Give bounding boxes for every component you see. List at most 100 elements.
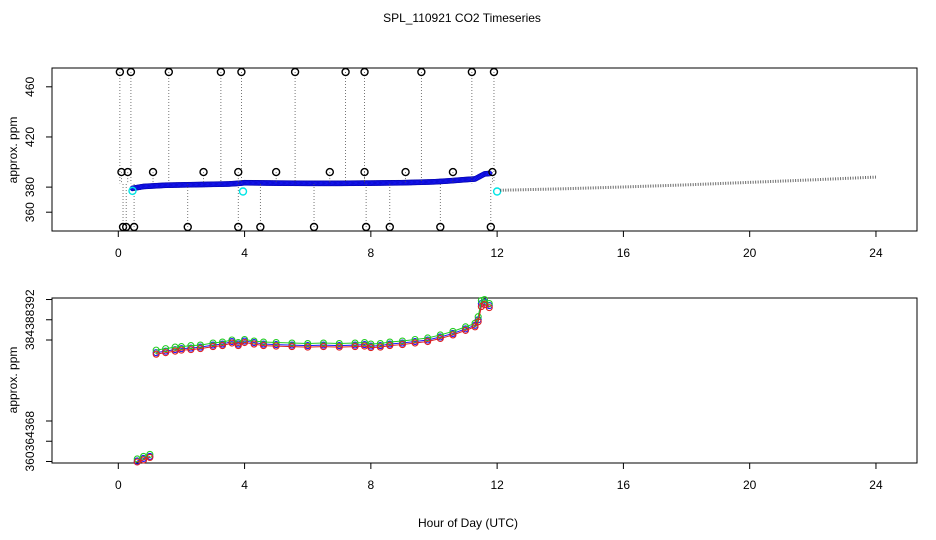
top-outlier-low-point [121, 222, 131, 232]
top-outlier-low-point [129, 222, 139, 232]
bottom-lower-point [424, 337, 432, 346]
bottom-upper-point [288, 339, 296, 347]
bottom-plot-frame [51, 297, 918, 464]
bottom-y-tick-label: 360 [23, 451, 37, 471]
bottom-plot-marks [133, 295, 493, 466]
bottom-x-tick-label: 0 [115, 478, 122, 492]
top-outlier-high-point [341, 67, 350, 77]
top-y-tick-label: 360 [23, 202, 37, 222]
top-outlier-high-point [417, 67, 426, 77]
bottom-upper-point [386, 338, 394, 346]
bottom-upper-point [187, 342, 195, 350]
top-outlier-high-point [290, 67, 300, 77]
top-outlier-high-point [115, 67, 125, 77]
bottom-upper-point [335, 340, 343, 348]
bottom-lower-point [398, 341, 406, 349]
bottom-x-tick-label: 4 [241, 478, 248, 492]
bottom-upper-point [485, 300, 493, 308]
bottom-lower-point [133, 458, 141, 466]
bottom-upper-point [449, 327, 457, 335]
bottom-upper-point [272, 338, 280, 347]
top-outlier-mid-point [448, 167, 458, 177]
bottom-lower-point [187, 346, 195, 354]
top-mean-point [492, 187, 502, 196]
bottom-y-tick-label: 388 [23, 309, 37, 329]
bottom-upper-point [162, 345, 170, 353]
bottom-lower-point [471, 323, 479, 331]
top-outlier-mid-point [325, 167, 335, 177]
top-drift-line [500, 175, 877, 192]
top-y-axis-label: approx. ppm [6, 117, 20, 184]
bottom-upper-point [209, 339, 217, 347]
bottom-lower-point [351, 343, 359, 351]
bottom-upper-point [376, 340, 384, 348]
bottom-upper-point [152, 346, 160, 354]
top-outlier-high-point [237, 67, 246, 77]
bottom-upper-point [367, 340, 375, 348]
top-outlier-low-point [256, 222, 265, 232]
top-outlier-low-point [486, 222, 496, 232]
top-outlier-low-point [385, 222, 394, 232]
bottom-lower-point [386, 342, 394, 350]
top-series-outlier-high [115, 67, 499, 184]
bottom-upper-point [424, 334, 432, 342]
top-mean-point [238, 187, 248, 196]
bottom-y-axis-label: approx. ppm [6, 347, 20, 414]
bottom-upper-point [304, 340, 312, 348]
bottom-main-line [156, 301, 490, 354]
top-x-axis: 0 4 8 12 16 20 24 [115, 231, 883, 260]
top-outlier-high-point [489, 67, 499, 77]
bottom-y-tick-label: 368 [23, 411, 37, 431]
bottom-upper-point [218, 338, 227, 346]
top-outlier-low-point [234, 222, 243, 232]
bottom-upper-point [146, 450, 154, 458]
bottom-y-tick-label: 364 [23, 431, 37, 451]
bottom-upper-line [156, 298, 490, 351]
bottom-upper-point [259, 338, 268, 346]
bottom-lower-point [474, 318, 482, 326]
top-outlier-high-point [126, 67, 136, 77]
top-outlier-high-point [360, 67, 369, 77]
bottom-lower-point [177, 346, 185, 354]
bottom-lower-point [319, 343, 328, 351]
bottom-lower-point [462, 326, 470, 334]
top-outlier-low-point [183, 222, 192, 232]
bottom-upper-point [480, 295, 489, 304]
top-outlier-mid-point [199, 167, 208, 177]
top-y-axis: 360 380 420 460 [23, 76, 52, 222]
top-series-drift [500, 175, 877, 192]
bottom-upper-point [360, 338, 369, 347]
bottom-lower-point [196, 345, 204, 353]
bottom-lower-point [241, 338, 249, 347]
top-outlier-mid-point [123, 167, 132, 177]
x-axis-label: Hour of Day (UTC) [418, 516, 518, 530]
bottom-x-tick-label: 24 [869, 478, 883, 492]
bottom-x-axis: 0 4 8 12 16 20 24 [115, 463, 883, 492]
bottom-upper-point [462, 323, 470, 331]
bottom-lower-point [228, 339, 236, 347]
bottom-lower-point [485, 304, 493, 312]
bottom-x-tick-label: 12 [490, 478, 504, 492]
bottom-series-lower [133, 301, 493, 466]
bottom-lower-point [335, 343, 343, 351]
top-outlier-high-point [164, 67, 174, 77]
top-outlier-mid-point [360, 167, 369, 177]
bottom-lower-point [367, 344, 375, 352]
bottom-lower-point [360, 342, 369, 350]
top-outlier-mid-point [401, 167, 410, 177]
bottom-series-main [133, 298, 493, 465]
top-outlier-low-point [361, 222, 371, 232]
bottom-x-tick-label: 20 [743, 478, 757, 492]
bottom-lower-point [288, 343, 296, 351]
top-x-tick-label: 0 [115, 246, 122, 260]
top-series-outlier-low [118, 183, 496, 232]
bottom-series-upper [133, 295, 493, 463]
top-plot-marks [115, 67, 877, 232]
bottom-lower-point [209, 343, 217, 351]
bottom-upper-point [319, 339, 328, 347]
top-panel: 0 4 8 12 16 20 24 360 380 420 460 approx. ppm [6, 67, 918, 260]
top-x-tick-label: 4 [241, 246, 248, 260]
bottom-x-tick-label: 16 [617, 478, 631, 492]
